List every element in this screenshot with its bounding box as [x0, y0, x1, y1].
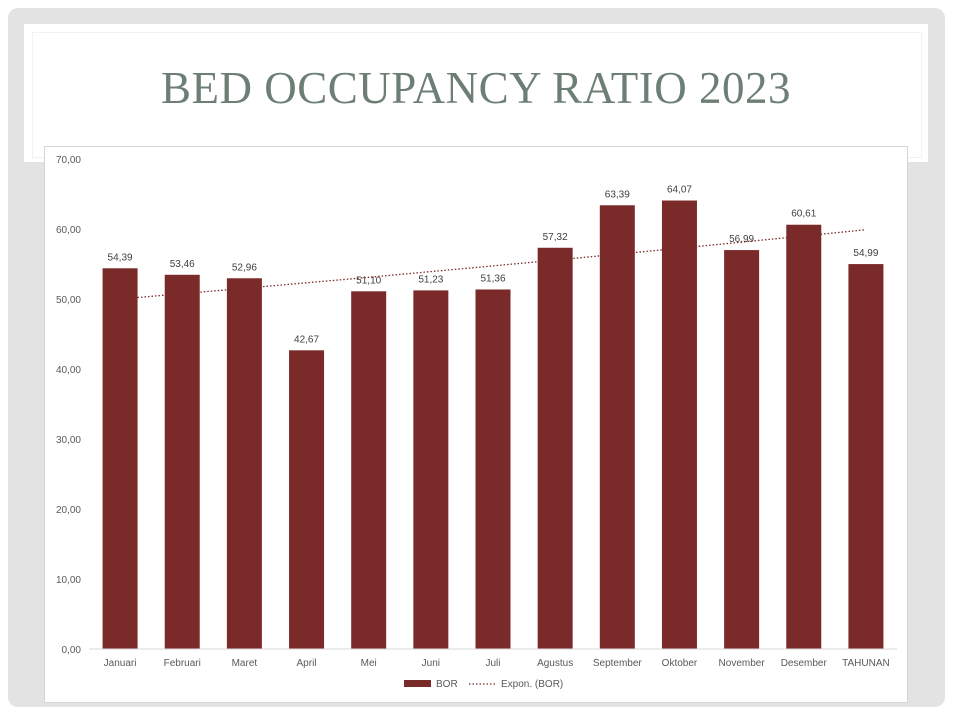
x-tick-label: Agustus	[537, 658, 573, 669]
trendline	[120, 229, 866, 300]
x-axis: Januari Februari Maret April Mei Juni Juli Agus…	[89, 648, 897, 669]
bar-data-label: 53,46	[170, 259, 195, 270]
bar-data-label: 57,32	[543, 232, 568, 243]
y-tick-label: 0,00	[62, 645, 82, 656]
bar	[537, 247, 573, 649]
y-tick-label: 30,00	[56, 435, 81, 446]
legend-swatch-bor	[404, 680, 431, 687]
bar	[351, 291, 387, 649]
chart-container: 0,00 10,00 20,00 30,00 40,00 50,00 60,00 70,00 …	[44, 146, 908, 703]
legend-label-bor: BOR	[436, 679, 458, 690]
x-tick-label: Juli	[485, 658, 500, 669]
title-panel	[32, 32, 922, 158]
bar-data-label: 60,61	[791, 209, 816, 220]
bor-bar-chart: 0,0010,0020,0030,0040,0050,0060,0070,00 …	[56, 155, 897, 690]
bar	[786, 224, 822, 649]
x-tick-label: Oktober	[662, 658, 698, 669]
bar	[102, 268, 138, 649]
bar-data-label: 63,39	[605, 189, 630, 200]
y-tick-label: 40,00	[56, 365, 81, 376]
bar-series: 54,39 53,46 52,96 42,67 51,10 51,23 51,36 57,32…	[102, 185, 884, 649]
y-tick-label: 70,00	[56, 155, 81, 166]
bar	[475, 289, 511, 649]
bar	[848, 264, 884, 649]
bar-data-label: 51,36	[480, 273, 505, 284]
bar-data-label: 52,96	[232, 262, 257, 273]
x-tick-label: Desember	[781, 658, 828, 669]
x-tick-label: Mei	[361, 658, 377, 669]
bar	[413, 290, 449, 649]
bar	[599, 205, 635, 649]
y-tick-label: 20,00	[56, 505, 81, 516]
y-tick-label: 10,00	[56, 575, 81, 586]
bar-data-label: 51,10	[356, 275, 381, 286]
bar	[164, 274, 200, 649]
bar-data-label: 54,39	[108, 252, 133, 263]
trendline-path	[120, 229, 866, 300]
bar	[289, 350, 325, 649]
x-tick-label: Januari	[104, 658, 137, 669]
bar	[226, 278, 262, 649]
y-tick-label: 50,00	[56, 295, 81, 306]
bar	[661, 200, 697, 649]
y-tick-label: 60,00	[56, 225, 81, 236]
slide-title: BED OCCUPANCY RATIO 2023	[160, 63, 791, 113]
chart-legend: BOR Expon. (BOR)	[404, 679, 563, 690]
x-tick-label: November	[719, 658, 766, 669]
x-tick-label: TAHUNAN	[842, 658, 890, 669]
bar-data-label: 54,99	[853, 248, 878, 259]
bar-data-label: 56,99	[729, 234, 754, 245]
x-tick-label: Juni	[422, 658, 440, 669]
bar-data-label: 42,67	[294, 334, 319, 345]
bar-data-label: 51,23	[418, 274, 443, 285]
x-tick-label: April	[297, 658, 317, 669]
x-tick-label: Februari	[164, 658, 201, 669]
bar-data-label: 64,07	[667, 185, 692, 196]
y-axis: 0,00 10,00 20,00 30,00 40,00 50,00 60,00 70,00	[56, 155, 81, 656]
x-tick-label: Maret	[232, 658, 258, 669]
bar	[724, 250, 760, 649]
x-tick-label: September	[593, 658, 643, 669]
legend-label-trend: Expon. (BOR)	[501, 679, 563, 690]
